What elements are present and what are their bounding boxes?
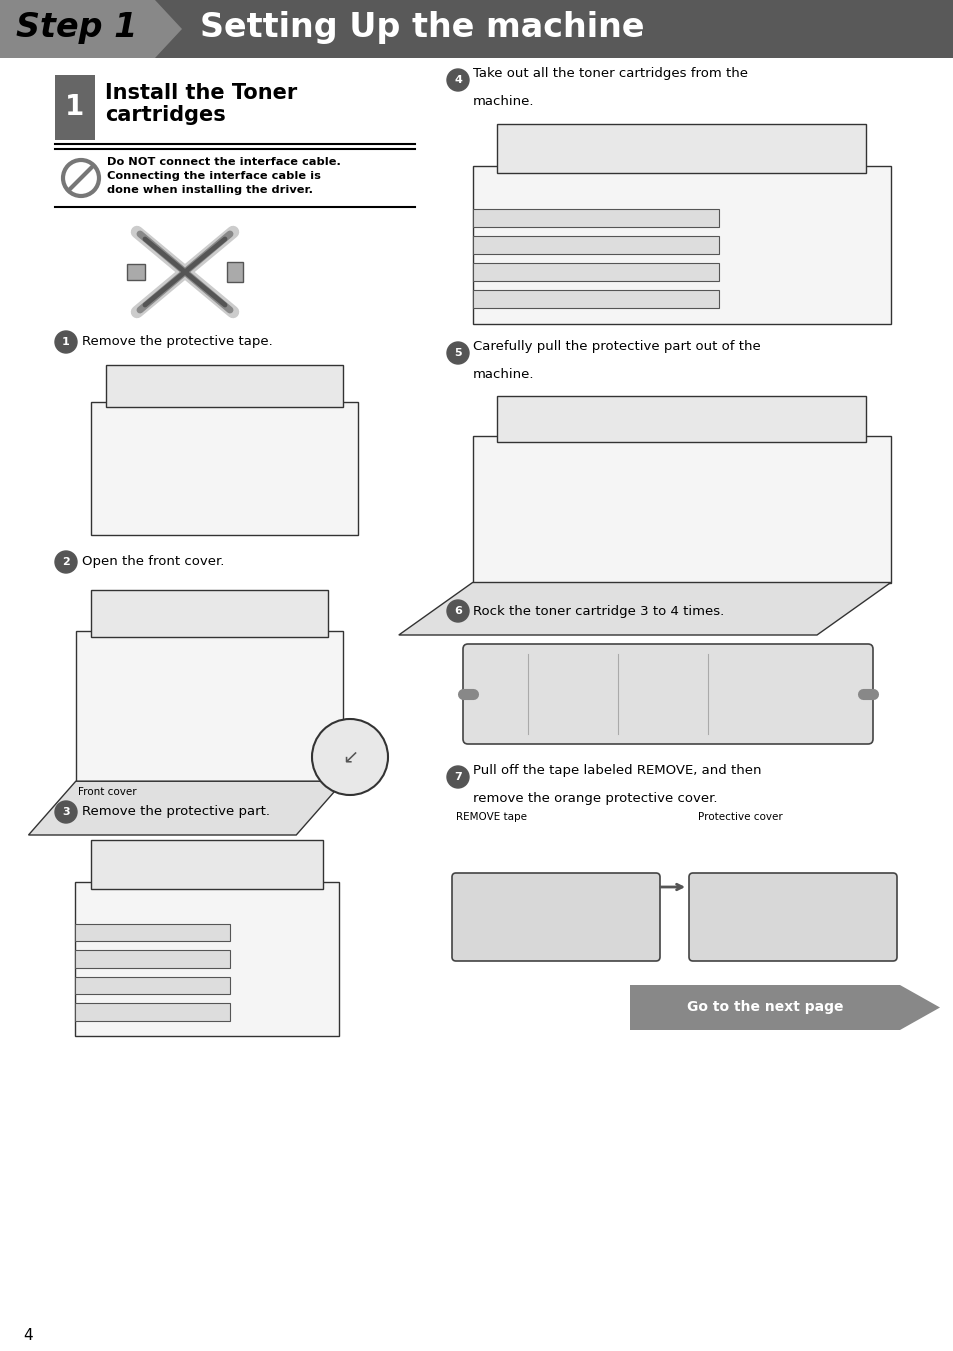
Polygon shape: [398, 582, 890, 635]
Bar: [472, 263, 718, 281]
Text: remove the orange protective cover.: remove the orange protective cover.: [473, 792, 717, 805]
Text: cartridges: cartridges: [105, 105, 226, 126]
Text: 4: 4: [23, 1328, 32, 1343]
Text: Pull off the tape labeled REMOVE, and then: Pull off the tape labeled REMOVE, and th…: [473, 765, 760, 777]
FancyBboxPatch shape: [452, 873, 659, 961]
Polygon shape: [127, 263, 145, 280]
Text: Step 1: Step 1: [16, 12, 137, 45]
Text: Install the Toner: Install the Toner: [105, 82, 297, 103]
Text: Remove the protective part.: Remove the protective part.: [82, 805, 270, 819]
Text: Do NOT connect the interface cable.: Do NOT connect the interface cable.: [107, 157, 340, 168]
FancyBboxPatch shape: [472, 435, 890, 582]
Text: 1: 1: [66, 93, 85, 122]
Text: 2: 2: [62, 557, 70, 567]
FancyBboxPatch shape: [91, 590, 328, 638]
Text: 6: 6: [454, 607, 461, 616]
Text: Remove the protective tape.: Remove the protective tape.: [82, 335, 273, 349]
Circle shape: [312, 719, 388, 794]
Bar: [472, 209, 718, 227]
FancyBboxPatch shape: [472, 166, 890, 324]
Text: Go to the next page: Go to the next page: [686, 1001, 842, 1015]
Text: 4: 4: [454, 76, 461, 85]
Polygon shape: [629, 985, 939, 1029]
Bar: [75, 977, 231, 994]
Text: ↙: ↙: [341, 747, 357, 766]
Bar: [472, 236, 718, 254]
Circle shape: [447, 69, 469, 91]
FancyBboxPatch shape: [497, 396, 865, 442]
Text: 1: 1: [62, 336, 70, 347]
Text: 7: 7: [454, 771, 461, 782]
Text: Carefully pull the protective part out of the: Carefully pull the protective part out o…: [473, 340, 760, 353]
Text: Front cover: Front cover: [78, 788, 136, 797]
Text: Take out all the toner cartridges from the: Take out all the toner cartridges from t…: [473, 68, 747, 80]
Text: 3: 3: [62, 807, 70, 817]
Bar: [0, 0, 953, 58]
Bar: [75, 924, 231, 942]
Text: Setting Up the machine: Setting Up the machine: [200, 12, 644, 45]
Polygon shape: [29, 781, 343, 835]
Text: REMOVE tape: REMOVE tape: [456, 812, 526, 821]
FancyBboxPatch shape: [107, 365, 342, 407]
Text: 5: 5: [454, 349, 461, 358]
Text: Connecting the interface cable is: Connecting the interface cable is: [107, 172, 320, 181]
Bar: [75, 1002, 231, 1020]
Bar: [0, 0, 154, 58]
Text: Rock the toner cartridge 3 to 4 times.: Rock the toner cartridge 3 to 4 times.: [473, 604, 723, 617]
Circle shape: [447, 600, 469, 621]
Bar: [55, 76, 95, 141]
Bar: [472, 290, 718, 308]
Text: Protective cover: Protective cover: [698, 812, 781, 821]
Circle shape: [447, 766, 469, 788]
Circle shape: [55, 551, 77, 573]
Text: machine.: machine.: [473, 367, 534, 381]
Circle shape: [55, 331, 77, 353]
FancyBboxPatch shape: [688, 873, 896, 961]
Polygon shape: [154, 0, 182, 58]
Polygon shape: [227, 262, 243, 282]
FancyBboxPatch shape: [75, 631, 343, 781]
Text: Open the front cover.: Open the front cover.: [82, 555, 224, 569]
Bar: [75, 950, 231, 967]
FancyBboxPatch shape: [497, 123, 865, 173]
Circle shape: [55, 801, 77, 823]
Text: done when installing the driver.: done when installing the driver.: [107, 185, 313, 195]
FancyBboxPatch shape: [462, 644, 872, 744]
FancyBboxPatch shape: [75, 882, 338, 1036]
FancyBboxPatch shape: [91, 840, 323, 889]
FancyBboxPatch shape: [91, 401, 358, 535]
Circle shape: [447, 342, 469, 363]
Text: machine.: machine.: [473, 95, 534, 108]
